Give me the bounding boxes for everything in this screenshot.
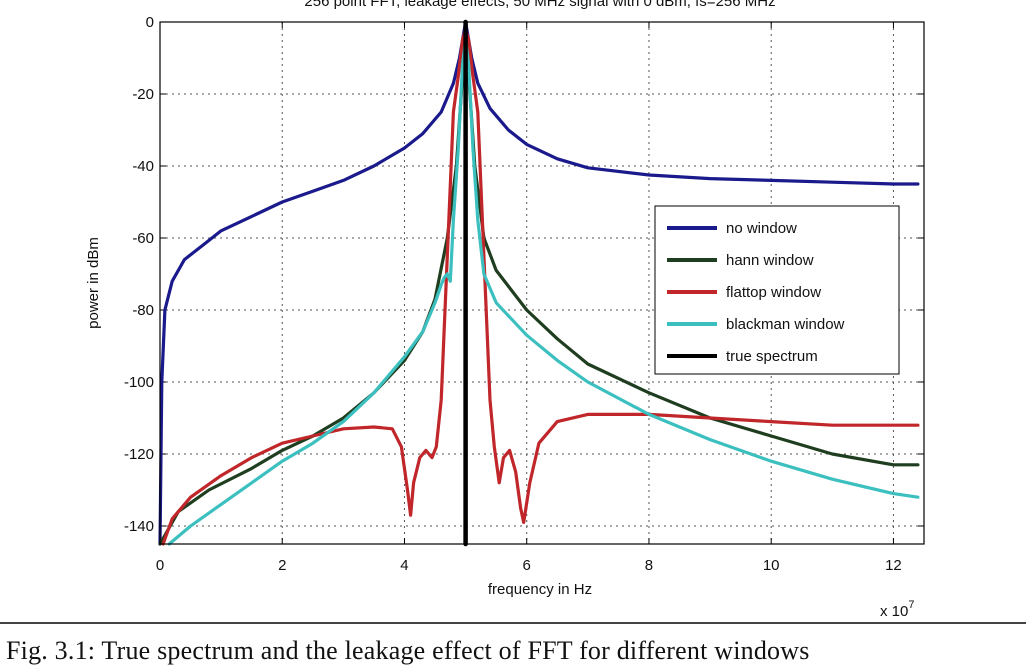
y-tick-label: 0 xyxy=(146,14,154,31)
x-tick-label: 0 xyxy=(156,557,164,574)
y-tick-label: -20 xyxy=(132,86,154,103)
series-line-no-window xyxy=(158,20,920,546)
legend-entry: blackman window xyxy=(726,316,845,333)
chart-title: 256 point FFT, leakage effects, 50 MHz s… xyxy=(304,0,775,10)
y-tick-label: -120 xyxy=(124,446,154,463)
legend: no window hann window flattop window blackm… xyxy=(654,205,900,375)
x-tick-labels: 0 2 4 6 8 10 12 xyxy=(156,557,902,574)
legend-entry: true spectrum xyxy=(726,348,818,365)
y-tick-label: -100 xyxy=(124,374,154,391)
legend-entry: hann window xyxy=(726,252,814,269)
x-tick-label: 12 xyxy=(885,557,902,574)
y-tick-label: -140 xyxy=(124,518,154,535)
plot-frame xyxy=(159,21,925,545)
x-exponent-power: 7 xyxy=(908,599,914,611)
legend-entry: no window xyxy=(726,220,797,237)
y-axis-label: power in dBm xyxy=(85,237,102,329)
y-tick-label: -40 xyxy=(132,158,154,175)
legend-entry: flattop window xyxy=(726,284,821,301)
x-tick-label: 4 xyxy=(400,557,408,574)
x-tick-label: 2 xyxy=(278,557,286,574)
y-tick-label: -80 xyxy=(132,302,154,319)
x-tick-label: 8 xyxy=(645,557,653,574)
x-exponent-label: x 107 xyxy=(880,599,914,620)
y-tick-label: -60 xyxy=(132,230,154,247)
y-tick-labels: 0 -20 -40 -60 -80 -100 -120 -140 xyxy=(124,14,154,535)
caption-separator xyxy=(0,622,1026,624)
x-tick-label: 10 xyxy=(763,557,780,574)
series-lines xyxy=(158,19,920,547)
x-tick-label: 6 xyxy=(523,557,531,574)
figure-caption: Fig. 3.1: True spectrum and the leakage … xyxy=(6,636,810,665)
x-exponent-base: x 10 xyxy=(880,603,908,620)
series-line-blackman-window xyxy=(167,38,920,546)
x-axis-label: frequency in Hz xyxy=(488,581,592,598)
